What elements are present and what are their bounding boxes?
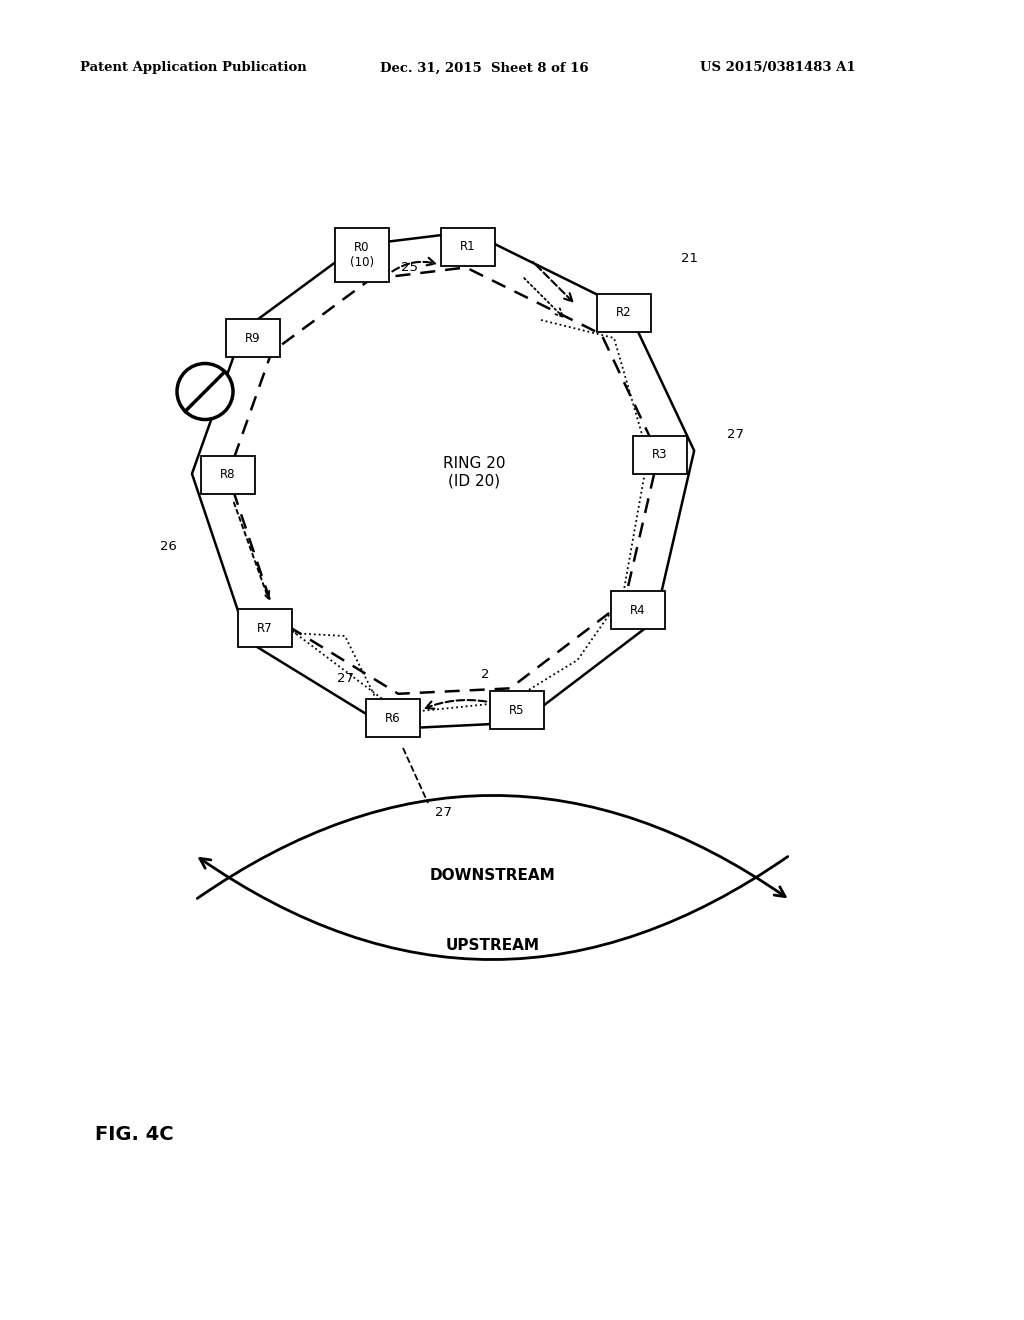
FancyBboxPatch shape [490,690,544,729]
Text: 2: 2 [480,668,489,681]
Text: DOWNSTREAM: DOWNSTREAM [430,867,555,883]
FancyBboxPatch shape [226,319,280,356]
Text: 27: 27 [434,807,452,820]
Text: Dec. 31, 2015  Sheet 8 of 16: Dec. 31, 2015 Sheet 8 of 16 [380,62,589,74]
FancyBboxPatch shape [441,228,495,267]
Text: R0
(10): R0 (10) [350,242,374,269]
FancyBboxPatch shape [611,591,665,630]
FancyBboxPatch shape [238,609,292,647]
Text: RING 20
(ID 20): RING 20 (ID 20) [442,457,505,488]
Text: 21: 21 [681,252,697,264]
Text: R2: R2 [616,306,632,319]
Text: FIG. 4C: FIG. 4C [95,1126,174,1144]
Text: US 2015/0381483 A1: US 2015/0381483 A1 [700,62,856,74]
FancyBboxPatch shape [366,700,420,737]
Text: 27: 27 [337,672,353,685]
Text: R5: R5 [509,704,524,717]
Text: R6: R6 [385,711,400,725]
Text: R3: R3 [652,449,668,462]
Text: Patent Application Publication: Patent Application Publication [80,62,307,74]
Text: R4: R4 [630,603,646,616]
FancyBboxPatch shape [597,294,651,333]
Text: R7: R7 [257,622,272,635]
Circle shape [177,363,233,420]
Text: 25: 25 [400,261,418,275]
Text: UPSTREAM: UPSTREAM [445,937,540,953]
Text: R9: R9 [245,331,261,345]
Text: R8: R8 [220,469,236,482]
Text: 26: 26 [160,540,176,553]
FancyBboxPatch shape [201,455,255,494]
Text: R1: R1 [460,240,476,253]
FancyBboxPatch shape [335,228,389,282]
Text: 27: 27 [726,429,743,441]
FancyBboxPatch shape [633,436,687,474]
